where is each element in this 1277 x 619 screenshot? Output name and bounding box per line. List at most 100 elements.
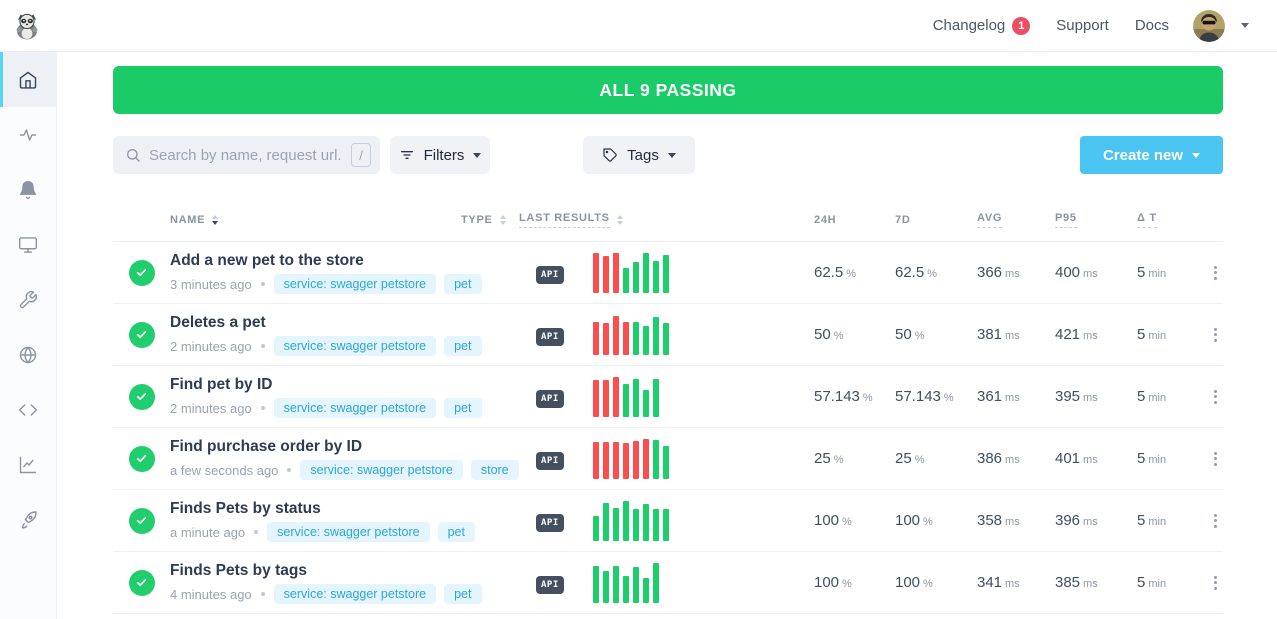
cell-dt: 5 min: [1137, 388, 1208, 406]
sidebar-item-analytics[interactable]: [0, 437, 56, 492]
user-menu-caret-icon[interactable]: [1241, 23, 1249, 28]
result-bar-passed: [623, 575, 629, 603]
row-menu-button[interactable]: [1208, 386, 1223, 408]
check-time: a minute ago: [170, 524, 246, 540]
value-24h: 25: [814, 449, 831, 467]
result-bar-passed: [623, 267, 629, 293]
sidebar-item-locations[interactable]: [0, 327, 56, 382]
filters-caret-icon: [473, 152, 482, 158]
sidebar-item-alerts[interactable]: [0, 162, 56, 217]
check-name[interactable]: Find pet by ID: [170, 376, 273, 393]
cell-24h: 50%: [814, 326, 895, 344]
row-menu-button[interactable]: [1208, 510, 1223, 532]
cell-7d: 25%: [895, 450, 977, 468]
sidebar-item-quickstart[interactable]: [0, 492, 56, 547]
value-avg: 361: [977, 387, 1003, 405]
tag-chip[interactable]: pet: [444, 336, 482, 356]
unit-avg: ms: [1005, 453, 1020, 466]
monitor-icon: [18, 236, 38, 253]
check-row[interactable]: Find purchase order by ID a few seconds …: [113, 428, 1223, 490]
result-bar-failed: [623, 442, 629, 479]
tags-button[interactable]: Tags: [583, 136, 695, 174]
row-menu-button[interactable]: [1208, 572, 1223, 594]
col-header-type[interactable]: TYPE: [461, 214, 519, 226]
status-passing-icon: [128, 445, 155, 472]
value-dt: 5: [1137, 449, 1146, 467]
create-new-button[interactable]: Create new: [1080, 136, 1223, 174]
tag-chip[interactable]: service: swagger petstore: [273, 336, 437, 356]
sidebar: [0, 52, 57, 619]
status-banner[interactable]: ALL 9 PASSING: [113, 66, 1223, 114]
sort-desc-icon: [499, 220, 506, 225]
search-input[interactable]: [149, 146, 343, 164]
check-row[interactable]: Find pet by ID 2 minutes ago service: sw…: [113, 366, 1223, 428]
tag-chip[interactable]: pet: [444, 584, 482, 604]
check-name[interactable]: Finds Pets by tags: [170, 562, 307, 579]
row-menu-button[interactable]: [1208, 448, 1223, 470]
type-badge: API: [536, 575, 564, 594]
cell-7d: 100%: [895, 574, 977, 592]
sidebar-item-snippets[interactable]: [0, 382, 56, 437]
sort-asc-icon: [499, 214, 506, 219]
cell-avg: 366 ms: [977, 264, 1055, 282]
check-row[interactable]: Finds Pets by tags 4 minutes ago service…: [113, 552, 1223, 614]
tag-chip[interactable]: service: swagger petstore: [267, 522, 430, 542]
check-name[interactable]: Add a new pet to the store: [170, 252, 364, 269]
changelog-link[interactable]: Changelog 1: [933, 16, 1031, 35]
tag-chip[interactable]: service: swagger petstore: [273, 398, 437, 418]
sidebar-item-maintenance[interactable]: [0, 272, 56, 327]
tag-chip[interactable]: pet: [437, 522, 475, 542]
raccoon-logo[interactable]: [12, 11, 42, 41]
tag-chip[interactable]: pet: [444, 398, 482, 418]
unit-avg: ms: [1005, 391, 1020, 404]
search-box[interactable]: /: [113, 136, 380, 174]
unit-avg: ms: [1005, 515, 1020, 528]
result-bar-failed: [643, 438, 649, 479]
value-7d: 50: [895, 325, 912, 343]
filters-button[interactable]: Filters: [390, 136, 490, 174]
results-bars[interactable]: [593, 438, 814, 479]
meta-dot-separator: [260, 592, 265, 596]
docs-link[interactable]: Docs: [1134, 17, 1169, 34]
sidebar-item-dashboards[interactable]: [0, 217, 56, 272]
unit-dt: min: [1148, 391, 1167, 404]
tag-chip[interactable]: service: swagger petstore: [273, 584, 437, 604]
check-name[interactable]: Find purchase order by ID: [170, 438, 363, 455]
check-row[interactable]: Add a new pet to the store 3 minutes ago…: [113, 242, 1223, 304]
support-link[interactable]: Support: [1056, 17, 1109, 34]
result-bar-passed: [643, 503, 649, 541]
tag-chip[interactable]: pet: [444, 274, 482, 294]
check-name[interactable]: Deletes a pet: [170, 314, 266, 331]
row-menu-button[interactable]: [1208, 324, 1223, 346]
create-new-label: Create new: [1102, 146, 1184, 164]
unit-24h: %: [846, 267, 856, 280]
results-bars[interactable]: [593, 315, 814, 355]
user-avatar[interactable]: [1193, 9, 1225, 42]
col-header-last-results[interactable]: LAST RESULTS: [519, 212, 814, 228]
cell-7d: 50%: [895, 326, 977, 344]
tag-chip[interactable]: service: swagger petstore: [273, 274, 437, 294]
cell-p95: 385 ms: [1055, 574, 1137, 592]
check-name[interactable]: Finds Pets by status: [170, 500, 321, 517]
value-avg: 381: [977, 325, 1003, 343]
col-header-name[interactable]: NAME: [170, 214, 461, 226]
check-row[interactable]: Finds Pets by status a minute ago servic…: [113, 490, 1223, 552]
sidebar-item-activity[interactable]: [0, 107, 56, 162]
tags-list: service: swagger petstore pet: [273, 336, 490, 356]
results-bars[interactable]: [593, 562, 814, 603]
check-time: 4 minutes ago: [170, 586, 252, 602]
results-bars[interactable]: [593, 252, 814, 293]
tag-chip[interactable]: service: swagger petstore: [300, 460, 463, 480]
cell-24h: 100%: [814, 574, 895, 592]
result-bar-failed: [603, 379, 609, 417]
check-row[interactable]: Deletes a pet 2 minutes ago service: swa…: [113, 304, 1223, 366]
result-bar-passed: [633, 378, 639, 417]
result-bar-failed: [593, 252, 599, 293]
results-bars[interactable]: [593, 500, 814, 541]
sidebar-item-home[interactable]: [0, 52, 56, 107]
row-menu-button[interactable]: [1208, 262, 1223, 284]
tag-chip[interactable]: store: [470, 460, 519, 480]
cell-avg: 358 ms: [977, 512, 1055, 530]
results-bars[interactable]: [593, 376, 814, 417]
result-bar-passed: [653, 378, 659, 417]
